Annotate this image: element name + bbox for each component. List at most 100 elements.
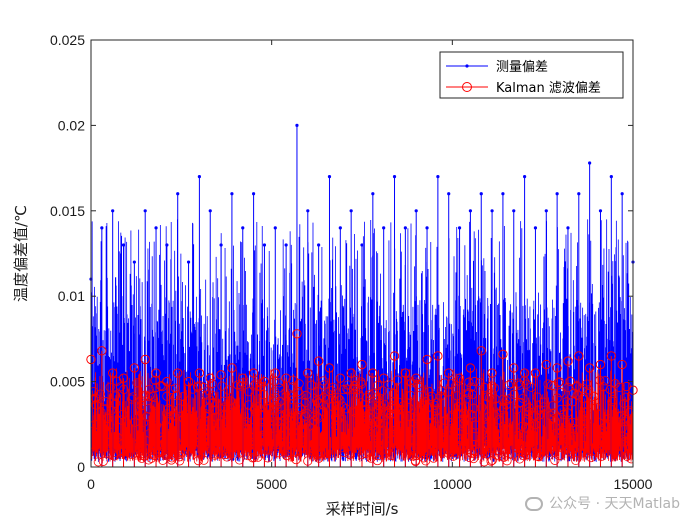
measurement-point: [186, 260, 191, 264]
kalman-point: [444, 368, 454, 378]
watermark: 公众号 · 天天Matlab: [525, 493, 680, 513]
x-tick-label: 10000: [433, 476, 472, 492]
measurement-point: [154, 226, 158, 230]
measurement-point: [100, 226, 104, 230]
kalman-point: [303, 368, 313, 378]
kalman-point: [487, 368, 497, 378]
measurement-point: [588, 161, 592, 165]
measurement-point: [620, 192, 624, 196]
kalman-point: [617, 359, 627, 370]
kalman-point: [194, 368, 205, 378]
measurement-point: [197, 175, 201, 179]
legend-label: Kalman 滤波偏差: [496, 81, 601, 96]
measurement-point: [479, 192, 483, 196]
kalman-point: [140, 354, 150, 365]
kalman-point: [335, 373, 346, 383]
watermark-text: 公众号 · 天天Matlab: [549, 496, 680, 512]
kalman-point: [389, 351, 400, 361]
kalman-point: [498, 349, 508, 359]
kalman-point: [313, 356, 324, 366]
measurement-point: [284, 243, 288, 247]
kalman-point: [378, 373, 389, 383]
kalman-point: [357, 359, 367, 370]
kalman-point: [162, 376, 172, 387]
x-tick-label: 15000: [614, 476, 653, 492]
measurement-point: [468, 209, 472, 213]
kalman-point: [519, 368, 530, 378]
kalman-point: [205, 373, 215, 383]
kalman-point: [270, 368, 280, 378]
measurement-point: [306, 209, 310, 213]
series-kalman: [86, 329, 638, 467]
measurement-point: [392, 175, 397, 179]
kalman-point: [509, 363, 519, 373]
kalman-point: [606, 351, 617, 361]
measurement-point: [403, 226, 407, 230]
y-tick-label: 0.015: [50, 203, 85, 219]
kalman-point: [183, 376, 194, 387]
kalman-point: [216, 370, 226, 380]
kalman-point: [173, 368, 183, 378]
measurement-point: [577, 192, 581, 196]
measurement-point: [544, 209, 548, 213]
kalman-point: [541, 359, 551, 370]
kalman-point: [584, 363, 595, 373]
kalman-point: [97, 346, 107, 356]
measurement-point: [317, 243, 321, 247]
measurement-point: [436, 175, 440, 179]
measurement-point: [111, 209, 115, 213]
measurement-point: [230, 192, 234, 196]
kalman-point: [292, 329, 302, 339]
x-tick-label: 0: [87, 476, 95, 492]
measurement-point: [360, 243, 364, 247]
measurement-point: [273, 226, 277, 230]
legend-point-marker: [465, 64, 469, 68]
kalman-point: [563, 356, 573, 366]
measurement-point: [609, 175, 613, 179]
measurement-point: [490, 209, 494, 213]
kalman-point: [433, 351, 443, 361]
measurement-point: [121, 243, 126, 247]
kalman-point: [227, 363, 237, 373]
measurement-point: [425, 226, 429, 230]
kalman-point: [118, 373, 129, 383]
kalman-point: [324, 363, 335, 373]
measurement-point: [165, 243, 169, 247]
measurement-point: [523, 175, 527, 179]
kalman-point: [248, 368, 259, 378]
measurement-point: [208, 209, 212, 213]
measurement-point: [219, 243, 223, 247]
axes-box: [90, 39, 634, 468]
kalman-point: [107, 368, 118, 378]
measurement-point: [176, 192, 180, 196]
measurement-point: [555, 192, 559, 196]
measurement-point: [327, 175, 332, 179]
measurement-point: [447, 192, 451, 196]
x-tick-label: 5000: [256, 476, 287, 492]
measurement-point: [382, 226, 386, 230]
x-axis-title: 采样时间/s: [326, 500, 399, 518]
measurement-point: [512, 209, 516, 213]
chat-bubble-icon: [525, 497, 544, 511]
kalman-point: [129, 363, 140, 373]
measurement-point: [371, 192, 375, 196]
kalman-point: [530, 368, 541, 378]
measurement-point: [566, 226, 570, 230]
kalman-point: [411, 373, 421, 383]
measurement-point: [143, 209, 147, 213]
measurement-point: [457, 226, 462, 230]
measurement-point: [338, 226, 342, 230]
kalman-point: [476, 346, 486, 356]
kalman-point: [281, 373, 291, 383]
kalman-point: [259, 376, 270, 387]
kalman-point: [574, 351, 584, 361]
kalman-point: [400, 368, 411, 378]
measurement-point: [598, 209, 603, 213]
legend-label: 测量偏差: [496, 60, 548, 75]
y-tick-label: 0.025: [50, 32, 85, 48]
measurement-point: [533, 226, 538, 230]
measurement-point: [414, 209, 418, 213]
y-axis-title: 温度偏差值/℃: [12, 205, 30, 302]
kalman-point: [238, 373, 248, 383]
